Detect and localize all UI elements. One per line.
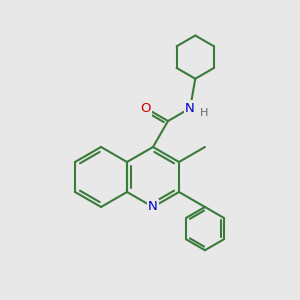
Text: O: O	[141, 102, 151, 115]
Text: H: H	[200, 108, 208, 118]
Text: N: N	[185, 102, 195, 115]
Text: N: N	[148, 200, 158, 214]
